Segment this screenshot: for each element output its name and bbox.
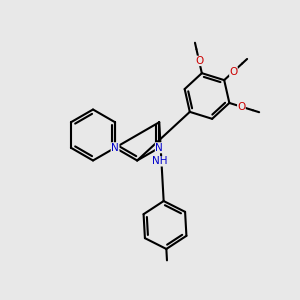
Text: NH: NH bbox=[152, 156, 168, 166]
Text: O: O bbox=[237, 102, 245, 112]
Text: N: N bbox=[111, 143, 119, 153]
Text: O: O bbox=[195, 56, 203, 66]
Text: N: N bbox=[155, 143, 163, 153]
Text: O: O bbox=[229, 67, 238, 76]
